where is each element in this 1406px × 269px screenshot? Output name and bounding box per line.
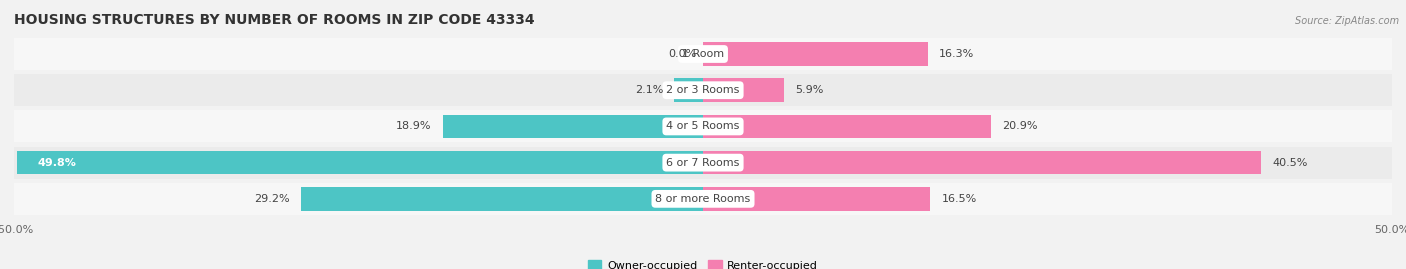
Text: 18.9%: 18.9%: [396, 121, 432, 132]
Text: 16.3%: 16.3%: [939, 49, 974, 59]
Bar: [17, 151, 703, 174]
Bar: [14, 183, 1392, 215]
Legend: Owner-occupied, Renter-occupied: Owner-occupied, Renter-occupied: [583, 256, 823, 269]
Text: 6 or 7 Rooms: 6 or 7 Rooms: [666, 158, 740, 168]
Bar: [703, 79, 785, 102]
Text: 0.0%: 0.0%: [668, 49, 696, 59]
Bar: [14, 38, 1392, 70]
Text: 2.1%: 2.1%: [634, 85, 664, 95]
Text: 29.2%: 29.2%: [254, 194, 290, 204]
Bar: [703, 115, 991, 138]
Bar: [14, 147, 1392, 179]
Text: Source: ZipAtlas.com: Source: ZipAtlas.com: [1295, 16, 1399, 26]
Text: 5.9%: 5.9%: [796, 85, 824, 95]
Text: 1 Room: 1 Room: [682, 49, 724, 59]
Text: 8 or more Rooms: 8 or more Rooms: [655, 194, 751, 204]
Text: 40.5%: 40.5%: [1272, 158, 1308, 168]
Bar: [443, 115, 703, 138]
Text: 20.9%: 20.9%: [1002, 121, 1038, 132]
Bar: [703, 42, 928, 66]
Text: 2 or 3 Rooms: 2 or 3 Rooms: [666, 85, 740, 95]
Text: HOUSING STRUCTURES BY NUMBER OF ROOMS IN ZIP CODE 43334: HOUSING STRUCTURES BY NUMBER OF ROOMS IN…: [14, 13, 534, 27]
Bar: [703, 187, 931, 211]
Bar: [673, 79, 703, 102]
Bar: [14, 74, 1392, 106]
Text: 49.8%: 49.8%: [38, 158, 76, 168]
Text: 4 or 5 Rooms: 4 or 5 Rooms: [666, 121, 740, 132]
Bar: [14, 111, 1392, 142]
Text: 16.5%: 16.5%: [942, 194, 977, 204]
Bar: [703, 151, 1261, 174]
Bar: [301, 187, 703, 211]
